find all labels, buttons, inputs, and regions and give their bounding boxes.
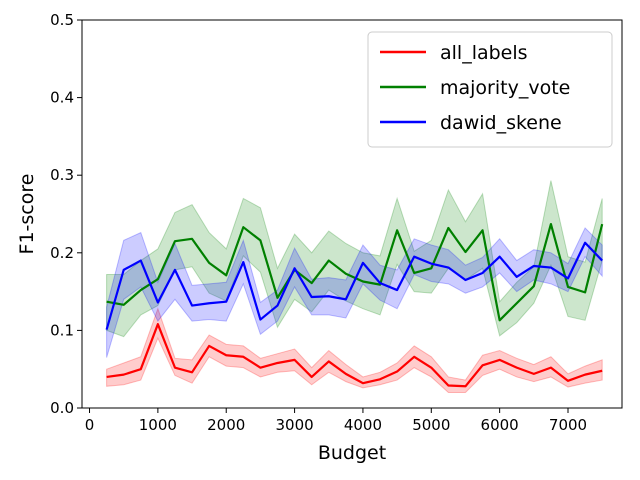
all-labels-line bbox=[106, 323, 603, 388]
legend-label-all-labels: all_labels bbox=[440, 42, 528, 64]
x-tick-label: 7000 bbox=[549, 416, 587, 434]
y-tick-label: 0.2 bbox=[50, 244, 74, 262]
dawid-skene-band bbox=[106, 227, 603, 358]
x-tick-label: 0 bbox=[85, 416, 95, 434]
legend-box bbox=[367, 31, 613, 148]
series-lines bbox=[105, 222, 604, 388]
legend-label-majority-vote: majority_vote bbox=[440, 77, 570, 99]
y-tick-label: 0.5 bbox=[50, 11, 74, 29]
y-tick-label: 0.0 bbox=[50, 399, 74, 417]
all-labels-band bbox=[106, 307, 603, 393]
majority-vote-line bbox=[106, 222, 604, 322]
confidence-bands bbox=[106, 180, 603, 393]
x-tick-label: 6000 bbox=[481, 416, 519, 434]
x-tick-label: 2000 bbox=[207, 416, 245, 434]
y-tick-label: 0.1 bbox=[50, 321, 74, 339]
dawid-skene-line bbox=[105, 241, 603, 330]
plot-frame bbox=[81, 19, 623, 409]
y-axis-label: F1-score bbox=[16, 174, 38, 255]
legend-label-dawid-skene: dawid_skene bbox=[440, 112, 562, 134]
y-axis: 0.0 0.1 0.2 0.3 0.4 0.5 bbox=[50, 11, 82, 417]
x-tick-label: 4000 bbox=[344, 416, 382, 434]
x-axis: 0 1000 2000 3000 4000 5000 6000 7000 bbox=[85, 408, 587, 434]
x-tick-label: 3000 bbox=[275, 416, 313, 434]
y-tick-label: 0.4 bbox=[50, 89, 74, 107]
x-axis-label: Budget bbox=[318, 442, 386, 464]
y-tick-label: 0.3 bbox=[50, 166, 74, 184]
legend: all_labels majority_vote dawid_skene bbox=[367, 31, 613, 148]
x-tick-label: 1000 bbox=[139, 416, 177, 434]
x-tick-label: 5000 bbox=[412, 416, 450, 434]
